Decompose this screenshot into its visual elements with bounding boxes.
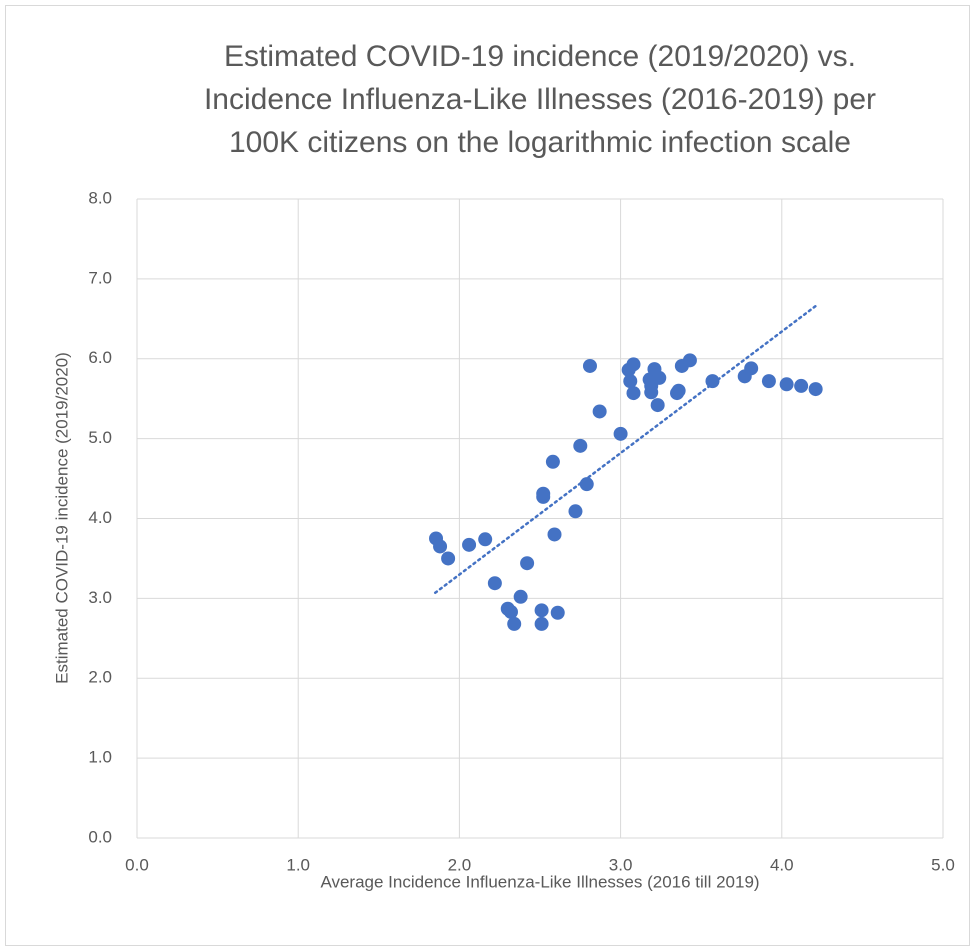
scatter-point (579, 477, 594, 492)
scatter-point (487, 576, 502, 591)
scatter-point (536, 489, 551, 504)
scatter-point (573, 438, 588, 453)
x-tick-label: 2.0 (448, 855, 472, 874)
y-tick-label: 4.0 (88, 508, 112, 527)
scatter-point (534, 603, 549, 618)
scatter-point (568, 504, 583, 519)
scatter-point (582, 358, 597, 373)
scatter-point (671, 383, 686, 398)
scatter-point (626, 357, 641, 372)
scatter-point (441, 551, 456, 566)
scatter-point (545, 454, 560, 469)
chart-border (5, 5, 970, 946)
y-tick-label: 5.0 (88, 428, 112, 447)
scatter-point (744, 361, 759, 376)
scatter-point (761, 374, 776, 389)
scatter-point (507, 616, 522, 631)
x-axis-title: Average Incidence Influenza-Like Illness… (320, 872, 759, 891)
scatter-point (592, 404, 607, 419)
x-tick-label: 1.0 (286, 855, 310, 874)
scatter-point (534, 616, 549, 631)
trendline (433, 304, 817, 595)
y-tick-label: 1.0 (88, 748, 112, 767)
y-tick-label: 2.0 (88, 668, 112, 687)
scatter-point (520, 556, 535, 571)
scatter-point (779, 377, 794, 392)
scatter-point (705, 374, 720, 389)
scatter-point (550, 605, 565, 620)
y-tick-label: 7.0 (88, 268, 112, 287)
x-tick-label: 3.0 (609, 855, 633, 874)
scatter-point (650, 398, 665, 413)
scatter-point (652, 370, 667, 385)
chart-title: Estimated COVID-19 incidence (2019/2020)… (224, 40, 856, 73)
x-tick-label: 4.0 (770, 855, 794, 874)
scatter-point (503, 604, 518, 619)
scatter-point (547, 527, 562, 542)
y-tick-label: 3.0 (88, 588, 112, 607)
x-tick-label: 0.0 (125, 855, 149, 874)
chart-title: Incidence Influenza-Like Illnesses (2016… (204, 83, 876, 116)
y-tick-label: 6.0 (88, 348, 112, 367)
scatter-point (478, 532, 493, 547)
scatter-point (808, 382, 823, 397)
scatter-point (682, 353, 697, 368)
y-tick-label: 8.0 (88, 188, 112, 207)
x-tick-label: 5.0 (931, 855, 955, 874)
y-axis-title: Estimated COVID-19 incidence (2019/2020) (52, 352, 71, 684)
scatter-point (513, 589, 528, 604)
scatter-point (433, 539, 448, 554)
scatter-point (613, 426, 628, 441)
scatter-point (626, 386, 641, 401)
y-tick-label: 0.0 (88, 827, 112, 846)
scatter-point (623, 374, 638, 389)
scatter-point (794, 378, 809, 393)
scatter-point (462, 537, 477, 552)
chart-title: 100K citizens on the logarithmic infecti… (229, 126, 851, 159)
scatter-point (644, 385, 659, 400)
